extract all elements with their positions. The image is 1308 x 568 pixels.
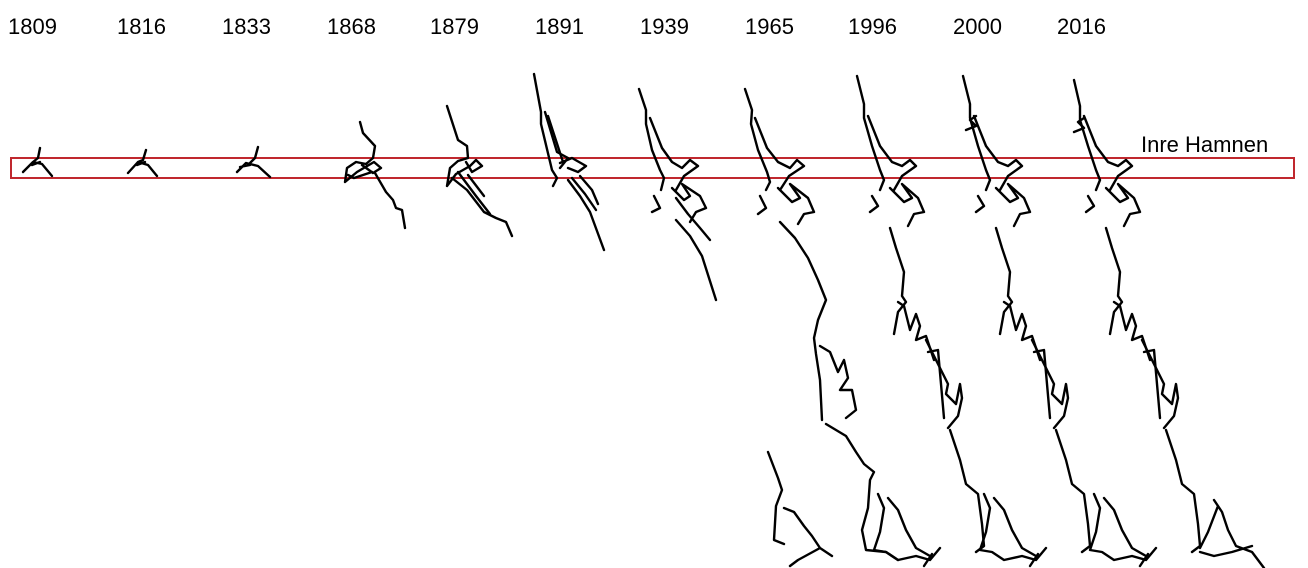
inre-hamnen-label: Inre Hamnen (1141, 132, 1269, 157)
harbor-outline-1868 (343, 120, 407, 230)
year-label-2000: 2000 (953, 14, 1002, 39)
year-label-2016: 2016 (1057, 14, 1106, 39)
harbor-outline-2000 (961, 74, 1092, 568)
harbor-outline-1879 (445, 104, 514, 238)
year-label-1891: 1891 (535, 14, 584, 39)
year-label-1833: 1833 (222, 14, 271, 39)
year-label-1879: 1879 (430, 14, 479, 39)
harbor-outline-1965 (743, 87, 900, 568)
harbor-outline-1939 (637, 87, 718, 302)
year-label-1965: 1965 (745, 14, 794, 39)
harbor-outline-1816 (126, 148, 159, 178)
year-label-1939: 1939 (640, 14, 689, 39)
year-label-1816: 1816 (117, 14, 166, 39)
harbor-outline-1996 (855, 74, 986, 568)
inre-hamnen-highlight-box (10, 157, 1295, 179)
harbor-outline-2016 (1072, 78, 1266, 568)
harbor-outline-1809 (21, 146, 54, 178)
year-label-1996: 1996 (848, 14, 897, 39)
year-label-1809: 1809 (8, 14, 57, 39)
harbor-outline-1891 (532, 72, 606, 252)
harbor-outline-1833 (235, 145, 272, 179)
year-label-1868: 1868 (327, 14, 376, 39)
